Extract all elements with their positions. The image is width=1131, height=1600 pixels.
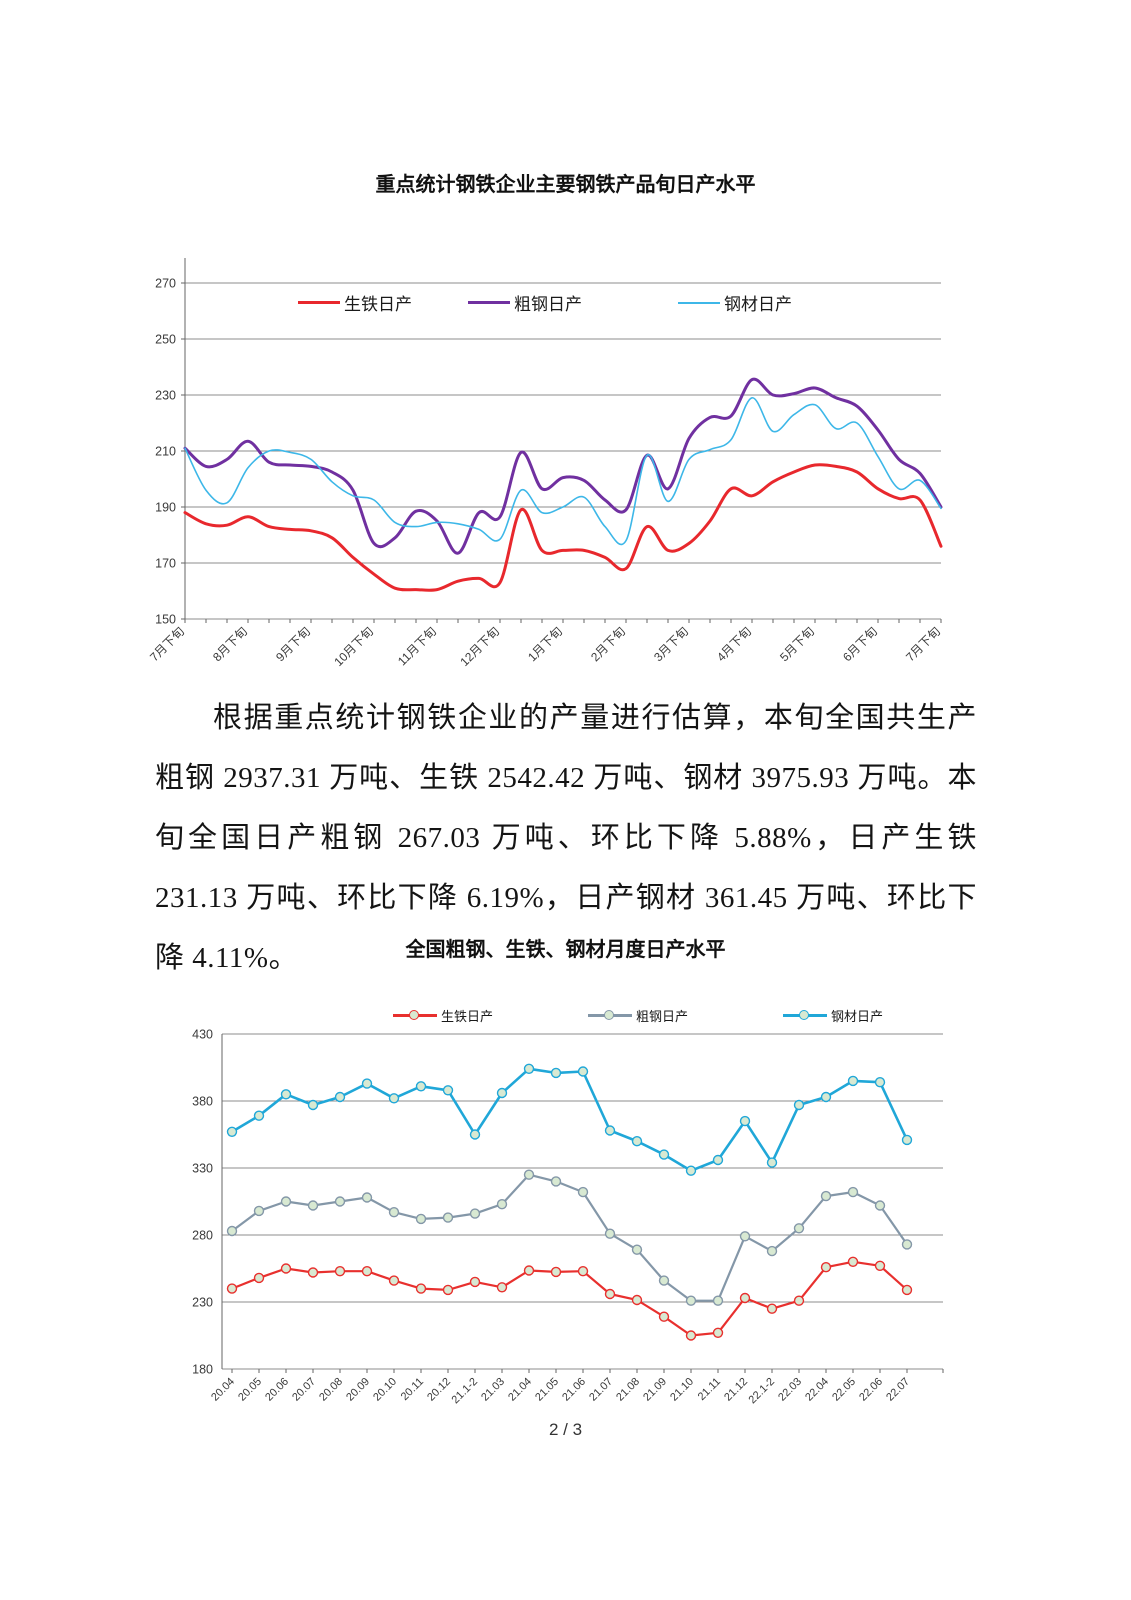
svg-text:330: 330 bbox=[192, 1162, 213, 1176]
svg-text:3月下旬: 3月下旬 bbox=[651, 624, 691, 664]
svg-text:21.10: 21.10 bbox=[668, 1376, 696, 1404]
svg-text:21.1-2: 21.1-2 bbox=[450, 1376, 481, 1407]
svg-text:21.04: 21.04 bbox=[506, 1376, 534, 1404]
legend-label: 粗钢日产 bbox=[514, 295, 582, 314]
crude-steel-line-sample bbox=[468, 301, 510, 304]
svg-text:12月下旬: 12月下旬 bbox=[457, 624, 502, 669]
svg-text:21.03: 21.03 bbox=[479, 1376, 507, 1404]
svg-text:21.11: 21.11 bbox=[696, 1376, 723, 1403]
legend-item-steel-products: 钢材日产 bbox=[783, 1006, 883, 1025]
svg-text:1月下旬: 1月下旬 bbox=[525, 624, 565, 664]
page-number: 2 / 3 bbox=[548, 1420, 583, 1439]
svg-text:20.09: 20.09 bbox=[344, 1376, 372, 1404]
chart1-legend: 生铁日产 粗钢日产 钢材日产 bbox=[0, 290, 1131, 314]
svg-text:21.05: 21.05 bbox=[533, 1376, 561, 1404]
svg-text:150: 150 bbox=[155, 613, 176, 627]
svg-text:21.08: 21.08 bbox=[614, 1376, 642, 1404]
svg-text:22.07: 22.07 bbox=[884, 1376, 912, 1404]
svg-text:7月下旬: 7月下旬 bbox=[147, 624, 187, 664]
svg-text:230: 230 bbox=[192, 1296, 213, 1310]
svg-text:170: 170 bbox=[155, 557, 176, 571]
svg-text:20.10: 20.10 bbox=[371, 1376, 399, 1404]
svg-text:20.04: 20.04 bbox=[209, 1376, 237, 1404]
svg-text:22.05: 22.05 bbox=[830, 1376, 858, 1404]
svg-text:180: 180 bbox=[192, 1363, 213, 1377]
svg-text:20.05: 20.05 bbox=[236, 1376, 264, 1404]
svg-text:6月下旬: 6月下旬 bbox=[840, 624, 880, 664]
svg-text:10月下旬: 10月下旬 bbox=[331, 624, 376, 669]
svg-text:20.07: 20.07 bbox=[290, 1376, 318, 1404]
legend-label: 生铁日产 bbox=[344, 295, 412, 314]
svg-text:7月下旬: 7月下旬 bbox=[903, 624, 943, 664]
svg-text:20.08: 20.08 bbox=[317, 1376, 345, 1404]
legend-item-crude-steel: 粗钢日产 bbox=[468, 290, 582, 315]
svg-text:230: 230 bbox=[155, 389, 176, 403]
svg-text:8月下旬: 8月下旬 bbox=[210, 624, 250, 664]
steel-products-line-sample bbox=[678, 301, 720, 304]
svg-text:210: 210 bbox=[155, 445, 176, 459]
svg-text:280: 280 bbox=[192, 1229, 213, 1243]
chart1-title: 重点统计钢铁企业主要钢铁产品旬日产水平 bbox=[375, 174, 756, 196]
legend-item-crude-steel: 粗钢日产 bbox=[588, 1006, 688, 1025]
svg-text:20.12: 20.12 bbox=[425, 1376, 453, 1404]
svg-text:22.03: 22.03 bbox=[776, 1376, 804, 1404]
tenday-daily-output-chart: 150 170 190 210 230 250 270 7月下旬 8月下旬 9月下旬 10月下旬 11… bbox=[147, 258, 943, 669]
svg-text:9月下旬: 9月下旬 bbox=[273, 624, 313, 664]
svg-text:22.06: 22.06 bbox=[857, 1376, 885, 1404]
legend-item-pig-iron: 生铁日产 bbox=[298, 290, 412, 315]
pig-iron-line-sample bbox=[298, 301, 340, 304]
marker-dot bbox=[799, 1010, 809, 1021]
svg-text:21.12: 21.12 bbox=[722, 1376, 750, 1404]
legend-label: 生铁日产 bbox=[441, 1009, 494, 1024]
legend-item-steel-products: 钢材日产 bbox=[678, 290, 792, 315]
svg-text:430: 430 bbox=[192, 1028, 213, 1042]
svg-text:21.09: 21.09 bbox=[641, 1376, 669, 1404]
svg-text:190: 190 bbox=[155, 501, 176, 515]
svg-text:22.04: 22.04 bbox=[803, 1376, 831, 1404]
svg-text:21.06: 21.06 bbox=[560, 1376, 588, 1404]
svg-text:22.1-2: 22.1-2 bbox=[747, 1376, 778, 1407]
legend-item-pig-iron: 生铁日产 bbox=[393, 1006, 493, 1025]
svg-text:11月下旬: 11月下旬 bbox=[395, 624, 439, 668]
crude-steel-line-sample bbox=[588, 1010, 632, 1021]
legend-label: 粗钢日产 bbox=[636, 1009, 689, 1024]
svg-text:20.11: 20.11 bbox=[399, 1376, 426, 1403]
svg-text:2月下旬: 2月下旬 bbox=[588, 624, 628, 664]
chart2-legend: 生铁日产 粗钢日产 钢材日产 bbox=[0, 1006, 1131, 1030]
svg-text:270: 270 bbox=[155, 277, 176, 291]
legend-label: 钢材日产 bbox=[831, 1009, 884, 1024]
pig-iron-line-sample bbox=[393, 1010, 437, 1021]
svg-text:250: 250 bbox=[155, 333, 176, 347]
legend-label: 钢材日产 bbox=[724, 295, 792, 314]
body-paragraph: 根据重点统计钢铁企业的产量进行估算，本旬全国共生产粗钢 2937.31 万吨、生… bbox=[155, 702, 977, 974]
svg-text:4月下旬: 4月下旬 bbox=[714, 624, 754, 664]
chart2-title: 全国粗钢、生铁、钢材月度日产水平 bbox=[405, 939, 726, 961]
svg-text:5月下旬: 5月下旬 bbox=[777, 624, 817, 664]
steel-products-line-sample bbox=[783, 1010, 827, 1021]
svg-text:21.07: 21.07 bbox=[587, 1376, 615, 1404]
svg-text:380: 380 bbox=[192, 1095, 213, 1109]
marker-dot bbox=[409, 1010, 419, 1021]
svg-text:20.06: 20.06 bbox=[263, 1376, 291, 1404]
marker-dot bbox=[604, 1010, 614, 1021]
